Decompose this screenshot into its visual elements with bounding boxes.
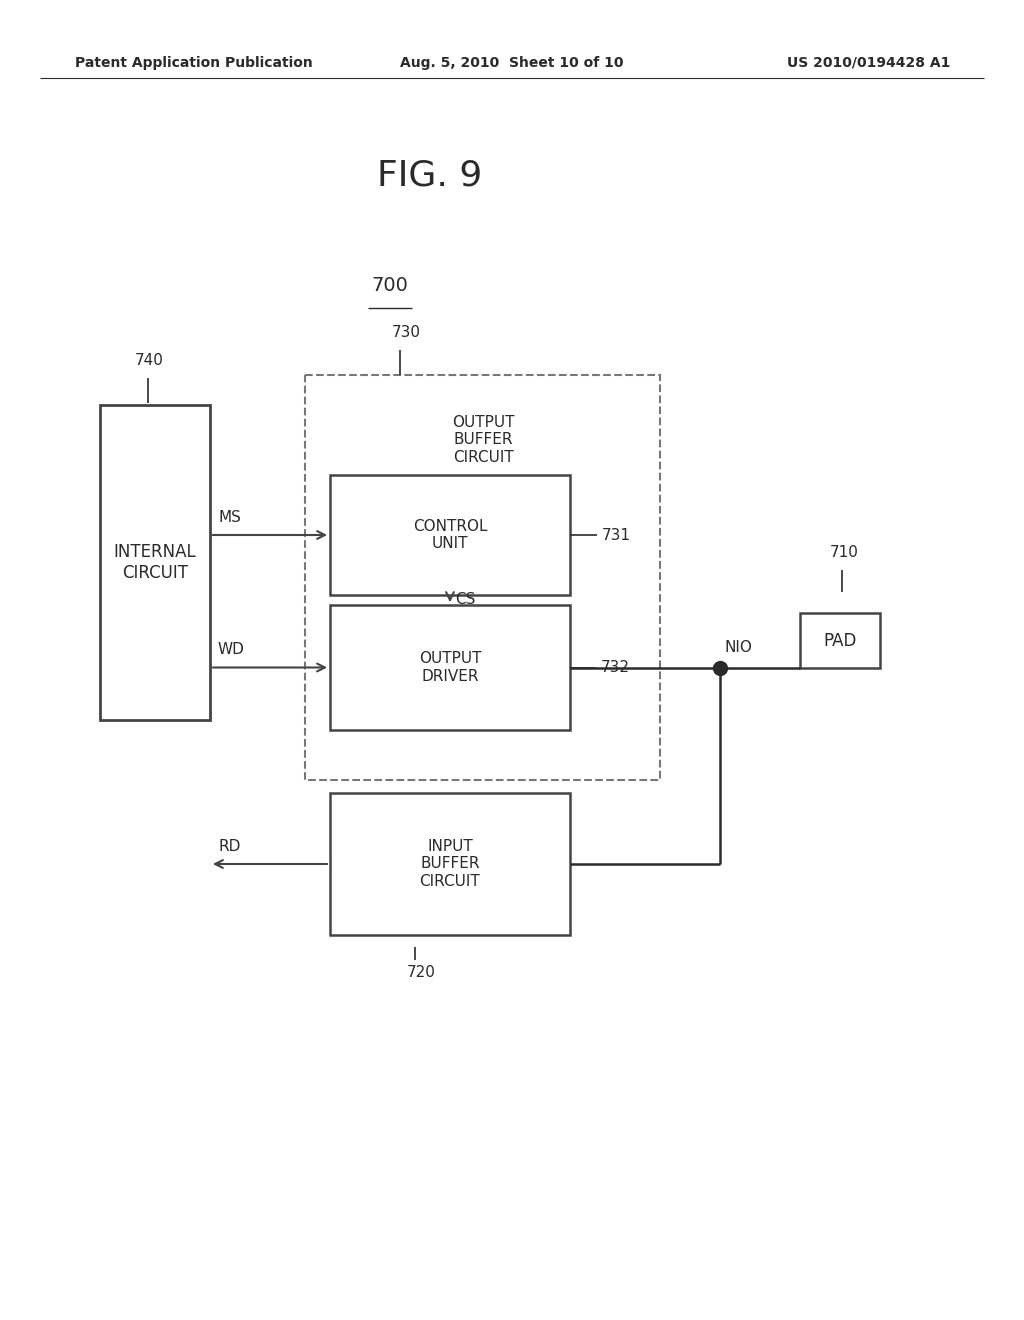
Text: 730: 730	[392, 325, 421, 341]
Text: 700: 700	[372, 276, 409, 294]
Text: CS: CS	[455, 593, 475, 607]
FancyBboxPatch shape	[100, 405, 210, 719]
Text: OUTPUT
DRIVER: OUTPUT DRIVER	[419, 651, 481, 684]
Text: 731: 731	[602, 528, 631, 543]
Text: Patent Application Publication: Patent Application Publication	[75, 55, 312, 70]
FancyBboxPatch shape	[330, 793, 570, 935]
Text: FIG. 9: FIG. 9	[378, 158, 482, 191]
Text: MS: MS	[218, 510, 241, 525]
Text: 710: 710	[830, 545, 859, 560]
FancyBboxPatch shape	[330, 475, 570, 595]
FancyBboxPatch shape	[330, 605, 570, 730]
Text: CONTROL
UNIT: CONTROL UNIT	[413, 519, 487, 552]
Text: PAD: PAD	[823, 631, 857, 649]
Text: INTERNAL
CIRCUIT: INTERNAL CIRCUIT	[114, 543, 197, 582]
Text: RD: RD	[218, 840, 241, 854]
Text: 720: 720	[407, 965, 436, 979]
Text: INPUT
BUFFER
CIRCUIT: INPUT BUFFER CIRCUIT	[420, 840, 480, 888]
FancyBboxPatch shape	[800, 612, 880, 668]
FancyBboxPatch shape	[305, 375, 660, 780]
Text: WD: WD	[218, 643, 245, 657]
Text: OUTPUT
BUFFER
CIRCUIT: OUTPUT BUFFER CIRCUIT	[452, 414, 514, 465]
Text: US 2010/0194428 A1: US 2010/0194428 A1	[786, 55, 950, 70]
Text: NIO: NIO	[725, 640, 753, 656]
Text: 732: 732	[601, 660, 630, 675]
Text: 740: 740	[135, 352, 164, 368]
Text: Aug. 5, 2010  Sheet 10 of 10: Aug. 5, 2010 Sheet 10 of 10	[400, 55, 624, 70]
